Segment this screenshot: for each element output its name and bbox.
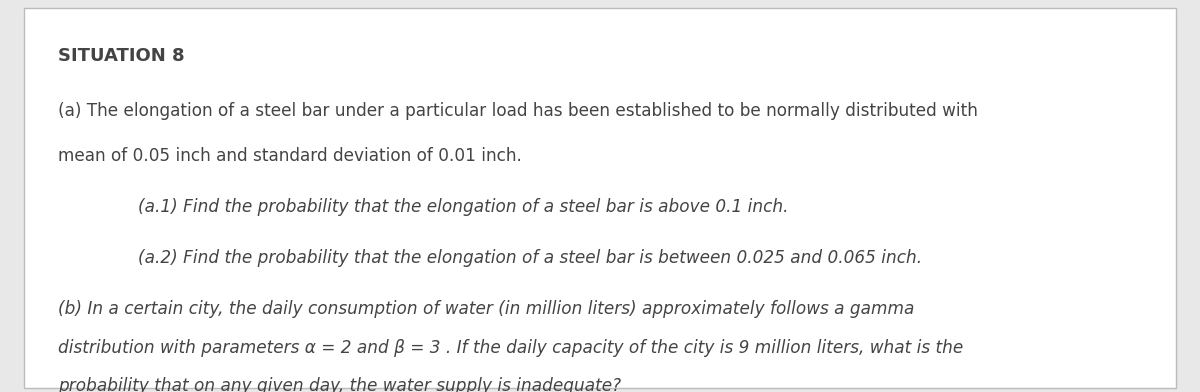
Text: SITUATION 8: SITUATION 8: [58, 47, 185, 65]
Text: distribution with parameters α = 2 and β = 3 . If the daily capacity of the city: distribution with parameters α = 2 and β…: [58, 339, 962, 357]
Text: (a.1) Find the probability that the elongation of a steel bar is above 0.1 inch.: (a.1) Find the probability that the elon…: [138, 198, 788, 216]
Text: (a) The elongation of a steel bar under a particular load has been established t: (a) The elongation of a steel bar under …: [58, 102, 978, 120]
Text: (a.2) Find the probability that the elongation of a steel bar is between 0.025 a: (a.2) Find the probability that the elon…: [138, 249, 922, 267]
Text: probability that on any given day, the water supply is inadequate?: probability that on any given day, the w…: [58, 377, 620, 392]
Text: (b) In a certain city, the daily consumption of water (in million liters) approx: (b) In a certain city, the daily consump…: [58, 300, 914, 318]
FancyBboxPatch shape: [24, 8, 1176, 388]
Text: mean of 0.05 inch and standard deviation of 0.01 inch.: mean of 0.05 inch and standard deviation…: [58, 147, 522, 165]
